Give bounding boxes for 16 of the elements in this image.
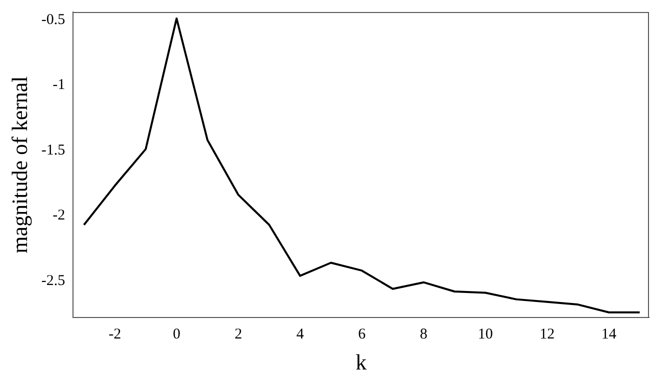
x-tick-label: 10	[478, 326, 493, 343]
y-tick-label: -0.5	[41, 12, 66, 28]
x-axis-title: k	[356, 350, 367, 375]
x-tick-label: -2	[108, 326, 122, 343]
x-tick-label: 12	[540, 326, 555, 343]
y-tick-label: -1	[52, 77, 66, 94]
x-tick-label: 4	[296, 326, 304, 343]
x-tick-label: 8	[420, 326, 428, 343]
x-tick-label: 6	[358, 326, 366, 343]
x-tick-label: 2	[234, 326, 242, 343]
y-tick-label: -1.5	[41, 142, 66, 158]
y-tick-label: -2.5	[41, 272, 66, 289]
x-tick-label: 0	[172, 326, 180, 343]
y-axis-title: magnitude of kernal	[6, 76, 32, 254]
x-tick-label: 14	[601, 326, 617, 343]
y-tick-label: -2	[52, 208, 66, 224]
